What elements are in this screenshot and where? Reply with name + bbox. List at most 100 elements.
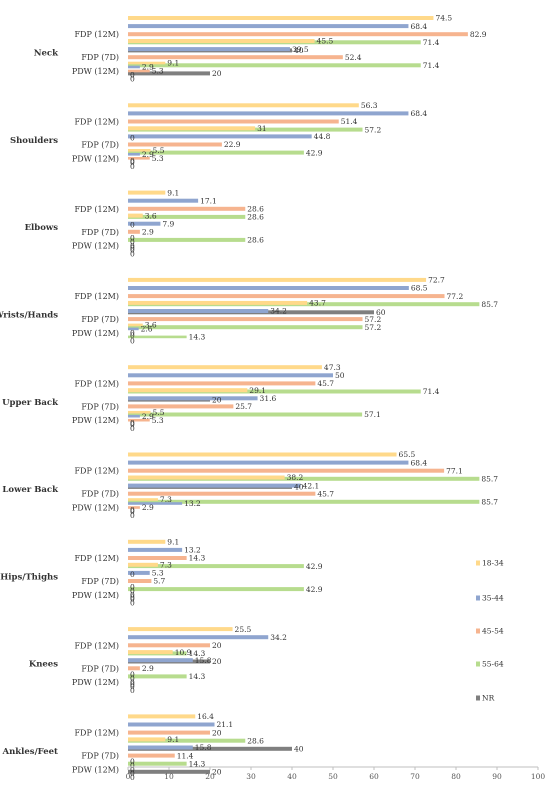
data-label: 52.4 — [345, 53, 362, 62]
x-tick-label: 30 — [246, 772, 256, 781]
bar — [128, 650, 173, 655]
data-label: 71.4 — [423, 38, 440, 47]
data-label: 85.7 — [481, 300, 498, 309]
data-label: 5.7 — [153, 577, 165, 586]
bar — [128, 61, 166, 65]
data-label: 0 — [130, 162, 135, 171]
bar — [128, 221, 161, 226]
bar — [128, 190, 166, 195]
data-label: 0 — [130, 237, 135, 246]
bar — [128, 452, 397, 457]
data-label: 11.4 — [177, 751, 194, 760]
data-label: 0 — [130, 331, 135, 340]
data-label: 0 — [130, 133, 135, 142]
legend-swatch — [476, 661, 480, 667]
data-label: 5.5 — [153, 408, 165, 417]
bar — [128, 579, 152, 583]
bar — [128, 198, 199, 203]
data-label: 0 — [130, 757, 135, 766]
data-label: 5.3 — [152, 67, 164, 76]
subgroup-label: FDP (7D) — [81, 228, 119, 237]
bar — [128, 149, 151, 152]
legend-swatch — [476, 560, 480, 566]
group-label: Lower Back — [2, 485, 59, 495]
data-label: 0 — [130, 329, 135, 338]
data-label: 29.1 — [249, 386, 266, 395]
data-label: 0 — [130, 765, 135, 774]
x-tick-label: 60 — [369, 772, 379, 781]
data-label: 0 — [130, 75, 135, 84]
data-label: 38.2 — [287, 473, 304, 482]
group-label: Ankles/Feet — [1, 747, 58, 757]
data-label: 65.5 — [399, 450, 416, 459]
subgroup-label: FDP (7D) — [81, 490, 119, 499]
bar — [128, 483, 301, 488]
x-tick-label: 40 — [287, 772, 297, 781]
data-label: 47.3 — [324, 363, 341, 372]
data-label: 20 — [212, 395, 222, 404]
data-label: 2.9 — [142, 412, 154, 421]
data-label: 0 — [130, 595, 135, 604]
x-tick-label: 10 — [164, 772, 174, 781]
bar — [128, 587, 304, 592]
data-label: 5.3 — [152, 569, 164, 578]
data-label: 21.1 — [217, 720, 234, 729]
bar — [128, 396, 258, 401]
x-tick-label: 70 — [410, 772, 420, 781]
subgroup-label: PDW (12M) — [72, 67, 119, 76]
bar — [128, 325, 363, 330]
data-label: 15.8 — [195, 656, 212, 665]
data-label: 0 — [130, 587, 135, 596]
bar — [128, 410, 151, 414]
data-label: 3.6 — [145, 321, 157, 330]
legend-swatch — [476, 695, 480, 701]
bar — [128, 761, 187, 766]
bar — [128, 150, 304, 155]
legend-label: 55-64 — [482, 660, 504, 669]
data-label: 40 — [294, 745, 304, 754]
data-label: 51.4 — [341, 117, 358, 126]
data-label: 0 — [130, 418, 135, 427]
bar — [128, 32, 468, 37]
data-label: 44.8 — [314, 132, 331, 141]
x-tick-label: 0 — [126, 772, 131, 781]
data-label: 0 — [130, 506, 135, 515]
bar — [128, 570, 150, 575]
data-label: 45.7 — [317, 489, 334, 498]
data-label: 15.8 — [195, 743, 212, 752]
bar — [128, 206, 246, 211]
data-label: 28.6 — [247, 736, 264, 745]
bar — [128, 468, 445, 473]
bar — [128, 388, 248, 393]
data-label: 0 — [130, 773, 135, 782]
data-label: 42.1 — [303, 481, 320, 490]
data-label: 85.7 — [481, 498, 498, 507]
data-label: 0 — [130, 245, 135, 254]
data-label: 39.5 — [292, 45, 309, 54]
bar — [128, 476, 480, 481]
bar — [128, 564, 304, 569]
bar — [128, 730, 210, 735]
data-label: 5.3 — [152, 154, 164, 163]
bar — [128, 737, 166, 742]
bar — [128, 643, 210, 648]
bar — [128, 213, 143, 218]
bar — [128, 745, 193, 750]
bar — [128, 229, 140, 234]
bar — [128, 327, 139, 331]
legend-label: 35-44 — [482, 594, 504, 603]
group-label: Elbows — [25, 223, 59, 233]
bar — [128, 658, 193, 663]
bar — [128, 103, 359, 108]
data-label: 25.7 — [235, 402, 252, 411]
data-label: 2.9 — [142, 150, 154, 159]
data-label: 0 — [130, 761, 135, 770]
bar — [128, 502, 183, 505]
data-label: 57.1 — [364, 410, 381, 419]
subgroup-label: FDP (7D) — [81, 315, 119, 324]
subgroup-label: FDP (12M) — [74, 30, 119, 39]
subgroup-label: PDW (12M) — [72, 242, 119, 251]
data-label: 0 — [130, 71, 135, 80]
bar — [128, 769, 210, 774]
